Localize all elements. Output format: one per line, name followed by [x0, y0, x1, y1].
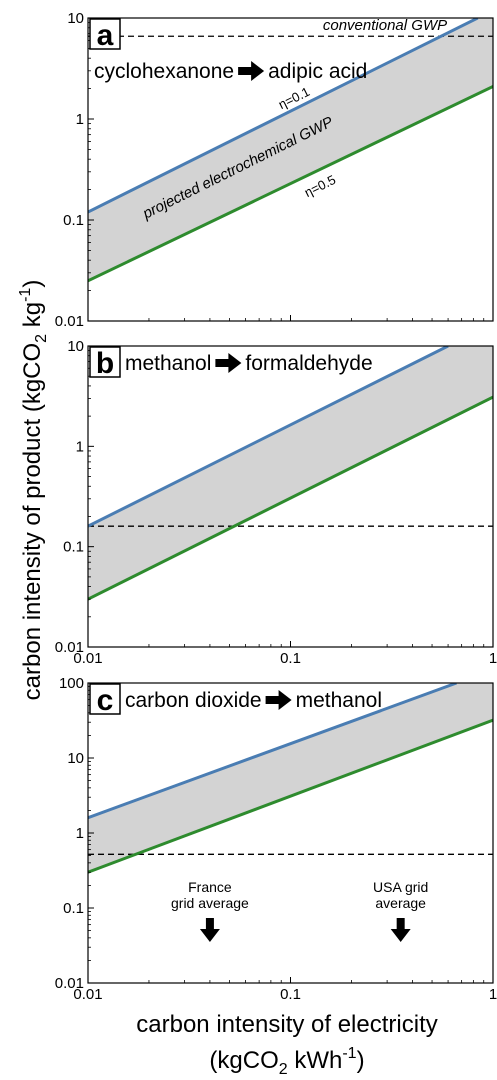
y-tick-label: 1 [76, 111, 84, 128]
panel-letter: a [97, 19, 114, 52]
reaction-to: formaldehyde [245, 352, 372, 375]
x-tick-label: 1 [489, 650, 497, 667]
x-tick-label: 0.1 [280, 986, 301, 1003]
reaction-arrow [265, 690, 292, 710]
reaction-arrow [238, 61, 265, 81]
reaction-to: adipic acid [268, 60, 367, 83]
projected-band-a [88, 18, 493, 281]
reaction-from: carbon dioxide [125, 689, 262, 712]
france-grid-marker-line2: grid average [171, 895, 249, 911]
panel-letter-box [89, 346, 121, 378]
conventional-gwp-label: conventional GWP [323, 17, 447, 34]
y-tick-label: 0.1 [63, 539, 84, 556]
series-eta-low-b [88, 346, 449, 528]
reaction-to: methanol [296, 689, 382, 712]
x-axis-label-line2: (kgCO2 kWh-1) [209, 1045, 364, 1078]
plot-area-a [88, 18, 493, 283]
y-axis-label: carbon intensity of product (kgCO2 kg-1) [17, 280, 50, 701]
y-tick-label: 10 [67, 338, 84, 355]
panel-letter: b [96, 347, 114, 380]
y-tick-label: 0.01 [55, 975, 84, 992]
y-tick-label: 0.1 [63, 212, 84, 229]
series-eta-low-a [88, 18, 479, 214]
panel-b: 0.01 0.1 1 10 0.01 0.1 1 b methanol formaldehyde [55, 338, 497, 667]
y-tick-label: 10 [67, 10, 84, 27]
projected-band-c [88, 683, 493, 873]
y-tick-label: 0.01 [55, 313, 84, 330]
x-tick-label: 0.01 [73, 650, 102, 667]
plot-area-b [88, 346, 493, 601]
y-tick-label: 0.01 [55, 639, 84, 656]
y-tick-label: 10 [67, 750, 84, 767]
reaction-from: cyclohexanone [94, 60, 234, 83]
france-grid-marker-arrow [199, 918, 220, 942]
series-eta-low-c [88, 683, 457, 820]
x-tick-label: 1 [489, 986, 497, 1003]
reaction-arrow [215, 353, 242, 373]
x-tick-label: 0.1 [280, 650, 301, 667]
panel-letter-box [89, 18, 121, 50]
y-tick-label: 100 [59, 675, 84, 692]
reaction-from: methanol [125, 352, 211, 375]
usa-grid-marker-line1: USA grid [373, 879, 428, 895]
series-eta-high-a [88, 85, 493, 283]
series-eta-high-c [88, 718, 493, 874]
panel-c: 0.01 0.1 1 10 100 0.01 0.1 1 c carbon dioxide meth… [55, 675, 497, 1003]
france-grid-marker-line1: France [188, 879, 232, 895]
panel-a: 0.01 0.1 1 10 a cyclohexanone adipic acid conve… [55, 10, 494, 330]
series-eta-high-b [88, 395, 493, 601]
x-axis-label-line1: carbon intensity of electricity [136, 1011, 437, 1038]
y-tick-label: 1 [76, 438, 84, 455]
x-tick-label: 0.01 [73, 986, 102, 1003]
projected-band-b [88, 346, 493, 600]
panel-letter-box [89, 683, 121, 715]
panel-letter: c [97, 684, 114, 717]
usa-grid-marker-arrow [390, 918, 411, 942]
y-tick-label: 0.1 [63, 900, 84, 917]
y-tick-label: 1 [76, 825, 84, 842]
plot-area-c [88, 683, 493, 874]
usa-grid-marker-line2: average [375, 895, 426, 911]
